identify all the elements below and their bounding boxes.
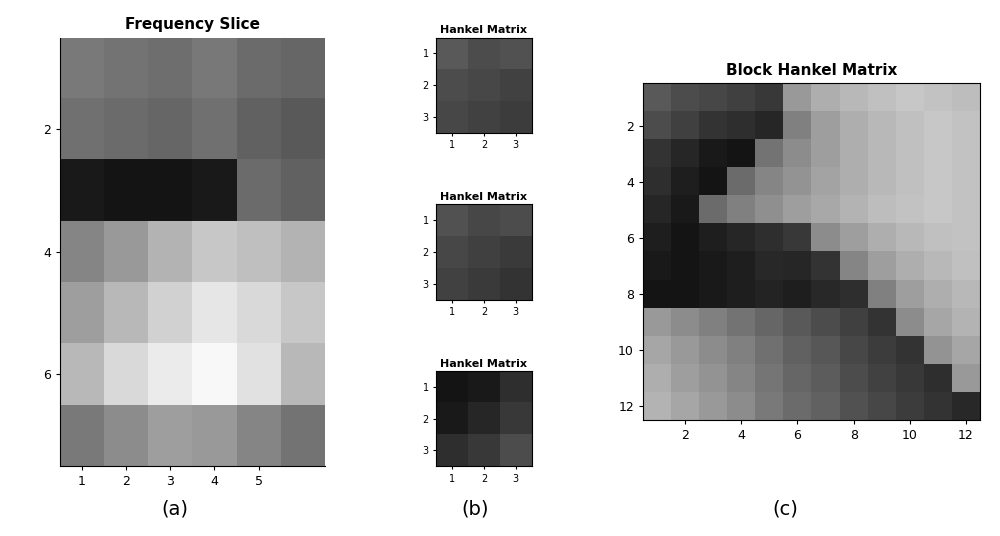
- Text: (b): (b): [461, 500, 489, 518]
- Title: Hankel Matrix: Hankel Matrix: [440, 359, 527, 369]
- Text: (a): (a): [162, 500, 188, 518]
- Title: Hankel Matrix: Hankel Matrix: [440, 192, 527, 202]
- Title: Frequency Slice: Frequency Slice: [125, 17, 260, 32]
- Title: Hankel Matrix: Hankel Matrix: [440, 25, 527, 35]
- Title: Block Hankel Matrix: Block Hankel Matrix: [726, 63, 897, 78]
- Text: (c): (c): [772, 500, 798, 518]
